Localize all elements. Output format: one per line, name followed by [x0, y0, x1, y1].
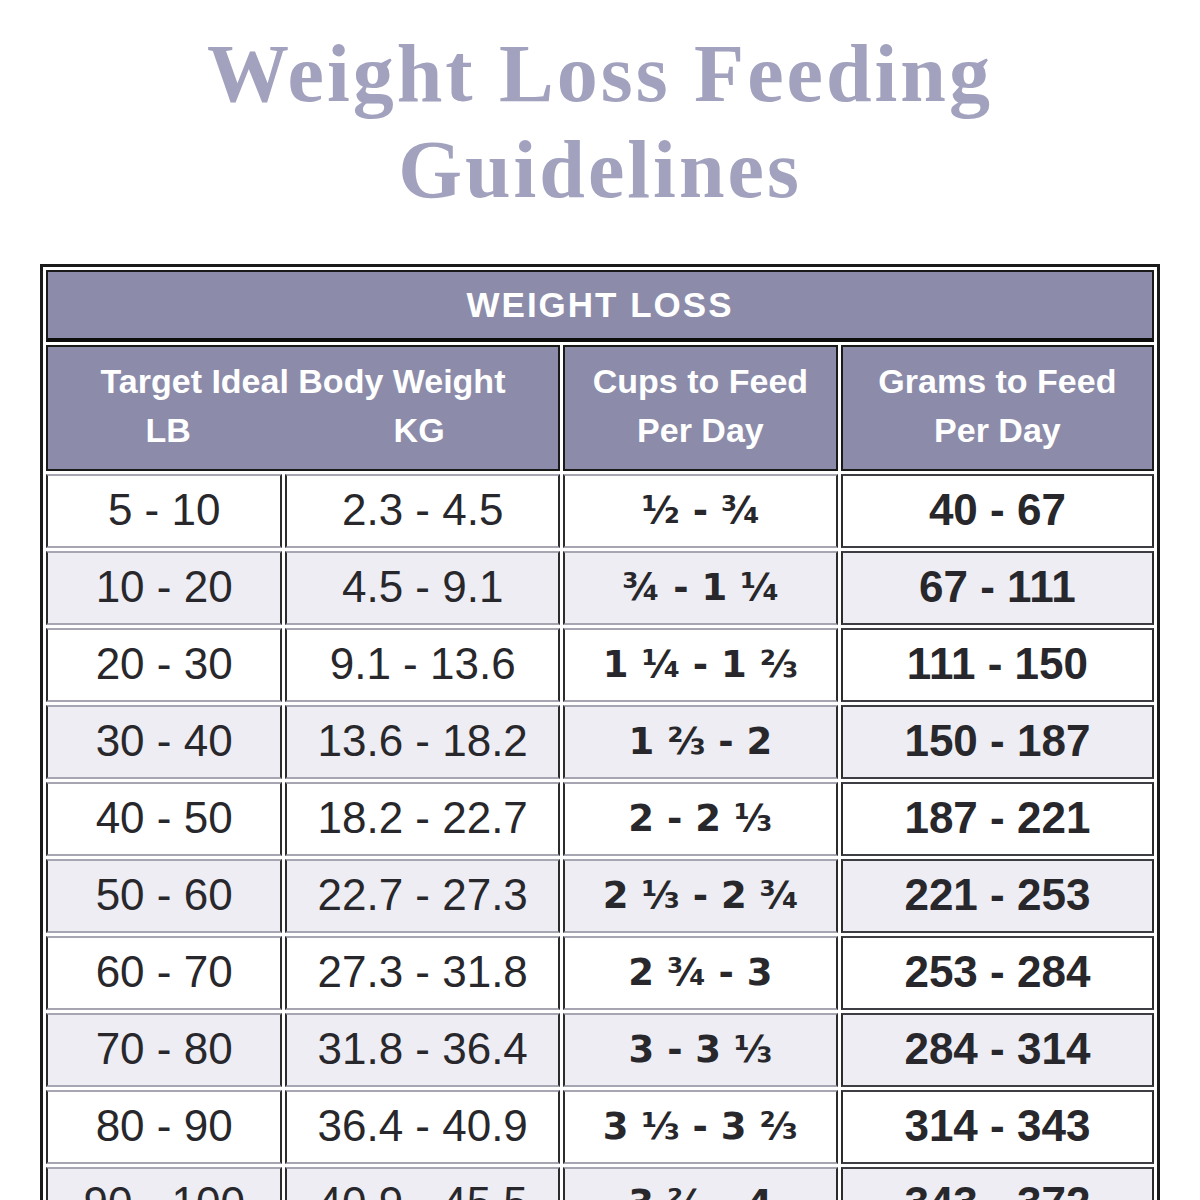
table-row: 50 - 60 22.7 - 27.3 2 ¹⁄₃ - 2 ³⁄₄ 221 - …	[46, 859, 1154, 933]
target-weight-group-label: Target Ideal Body Weight	[52, 357, 554, 406]
page-title-line-2: Guidelines	[0, 122, 1200, 218]
table-row: 20 - 30 9.1 - 13.6 1 ¹⁄₄ - 1 ⅔ 111 - 150	[46, 628, 1154, 702]
page-title: Weight Loss Feeding Guidelines	[0, 0, 1200, 218]
grams-range-cell: 67 - 111	[841, 551, 1154, 625]
table-row: 30 - 40 13.6 - 18.2 1 ⅔ - 2 150 - 187	[46, 705, 1154, 779]
table-row: 80 - 90 36.4 - 40.9 3 ⅓ - 3 ²⁄₃ 314 - 34…	[46, 1090, 1154, 1164]
banner-row: WEIGHT LOSS	[46, 270, 1154, 342]
lb-range-cell: 90 - 100	[46, 1167, 282, 1200]
kg-range-cell: 4.5 - 9.1	[285, 551, 560, 625]
cups-range-cell: 1 ⅔ - 2	[563, 705, 838, 779]
table-row: 90 - 100 40.9 - 45.5 3 ²⁄₃ - 4 343 - 372	[46, 1167, 1154, 1200]
lb-range-cell: 30 - 40	[46, 705, 282, 779]
cups-range-cell: 2 ¹⁄₃ - 2 ³⁄₄	[563, 859, 838, 933]
lb-range-cell: 50 - 60	[46, 859, 282, 933]
kg-range-cell: 40.9 - 45.5	[285, 1167, 560, 1200]
lb-range-cell: 20 - 30	[46, 628, 282, 702]
cups-range-cell: 2 ³⁄₄ - 3	[563, 936, 838, 1010]
column-header-row: Target Ideal Body Weight LB KG Cups to F…	[46, 345, 1154, 471]
lb-unit-label: LB	[52, 406, 284, 455]
column-header-cups: Cups to Feed Per Day	[563, 345, 838, 471]
cups-header-line-1: Cups to Feed	[569, 357, 832, 406]
kg-range-cell: 9.1 - 13.6	[285, 628, 560, 702]
kg-range-cell: 2.3 - 4.5	[285, 474, 560, 548]
grams-header-line-2: Per Day	[847, 406, 1148, 455]
kg-range-cell: 31.8 - 36.4	[285, 1013, 560, 1087]
lb-range-cell: 80 - 90	[46, 1090, 282, 1164]
table-body: 5 - 10 2.3 - 4.5 ¹⁄₂ - ³⁄₄ 40 - 67 10 - …	[46, 474, 1154, 1200]
grams-header-line-1: Grams to Feed	[847, 357, 1148, 406]
grams-range-cell: 343 - 372	[841, 1167, 1154, 1200]
cups-range-cell: 2 - 2 ¹⁄₃	[563, 782, 838, 856]
feeding-guidelines-table-wrapper: WEIGHT LOSS Target Ideal Body Weight LB …	[40, 264, 1160, 1200]
unit-sub-header: LB KG	[52, 406, 554, 455]
cups-header-line-2: Per Day	[569, 406, 832, 455]
kg-range-cell: 22.7 - 27.3	[285, 859, 560, 933]
table-row: 40 - 50 18.2 - 22.7 2 - 2 ¹⁄₃ 187 - 221	[46, 782, 1154, 856]
table-row: 10 - 20 4.5 - 9.1 ¾ - 1 ¹⁄₄ 67 - 111	[46, 551, 1154, 625]
grams-range-cell: 284 - 314	[841, 1013, 1154, 1087]
grams-range-cell: 221 - 253	[841, 859, 1154, 933]
kg-unit-label: KG	[284, 406, 554, 455]
cups-range-cell: 3 ²⁄₃ - 4	[563, 1167, 838, 1200]
kg-range-cell: 36.4 - 40.9	[285, 1090, 560, 1164]
lb-range-cell: 40 - 50	[46, 782, 282, 856]
cups-range-cell: ¾ - 1 ¹⁄₄	[563, 551, 838, 625]
lb-range-cell: 70 - 80	[46, 1013, 282, 1087]
table-banner: WEIGHT LOSS	[46, 270, 1154, 342]
kg-range-cell: 27.3 - 31.8	[285, 936, 560, 1010]
grams-range-cell: 150 - 187	[841, 705, 1154, 779]
column-header-grams: Grams to Feed Per Day	[841, 345, 1154, 471]
grams-range-cell: 314 - 343	[841, 1090, 1154, 1164]
grams-range-cell: 187 - 221	[841, 782, 1154, 856]
page-title-line-1: Weight Loss Feeding	[0, 26, 1200, 122]
grams-range-cell: 253 - 284	[841, 936, 1154, 1010]
table-row: 70 - 80 31.8 - 36.4 3 - 3 ⅓ 284 - 314	[46, 1013, 1154, 1087]
lb-range-cell: 60 - 70	[46, 936, 282, 1010]
table-row: 5 - 10 2.3 - 4.5 ¹⁄₂ - ³⁄₄ 40 - 67	[46, 474, 1154, 548]
grams-range-cell: 40 - 67	[841, 474, 1154, 548]
weight-loss-feeding-table: WEIGHT LOSS Target Ideal Body Weight LB …	[40, 264, 1160, 1200]
grams-range-cell: 111 - 150	[841, 628, 1154, 702]
kg-range-cell: 13.6 - 18.2	[285, 705, 560, 779]
cups-range-cell: 3 - 3 ⅓	[563, 1013, 838, 1087]
cups-range-cell: 3 ⅓ - 3 ²⁄₃	[563, 1090, 838, 1164]
cups-range-cell: ¹⁄₂ - ³⁄₄	[563, 474, 838, 548]
table-row: 60 - 70 27.3 - 31.8 2 ³⁄₄ - 3 253 - 284	[46, 936, 1154, 1010]
lb-range-cell: 5 - 10	[46, 474, 282, 548]
lb-range-cell: 10 - 20	[46, 551, 282, 625]
kg-range-cell: 18.2 - 22.7	[285, 782, 560, 856]
cups-range-cell: 1 ¹⁄₄ - 1 ⅔	[563, 628, 838, 702]
column-header-target-weight: Target Ideal Body Weight LB KG	[46, 345, 560, 471]
